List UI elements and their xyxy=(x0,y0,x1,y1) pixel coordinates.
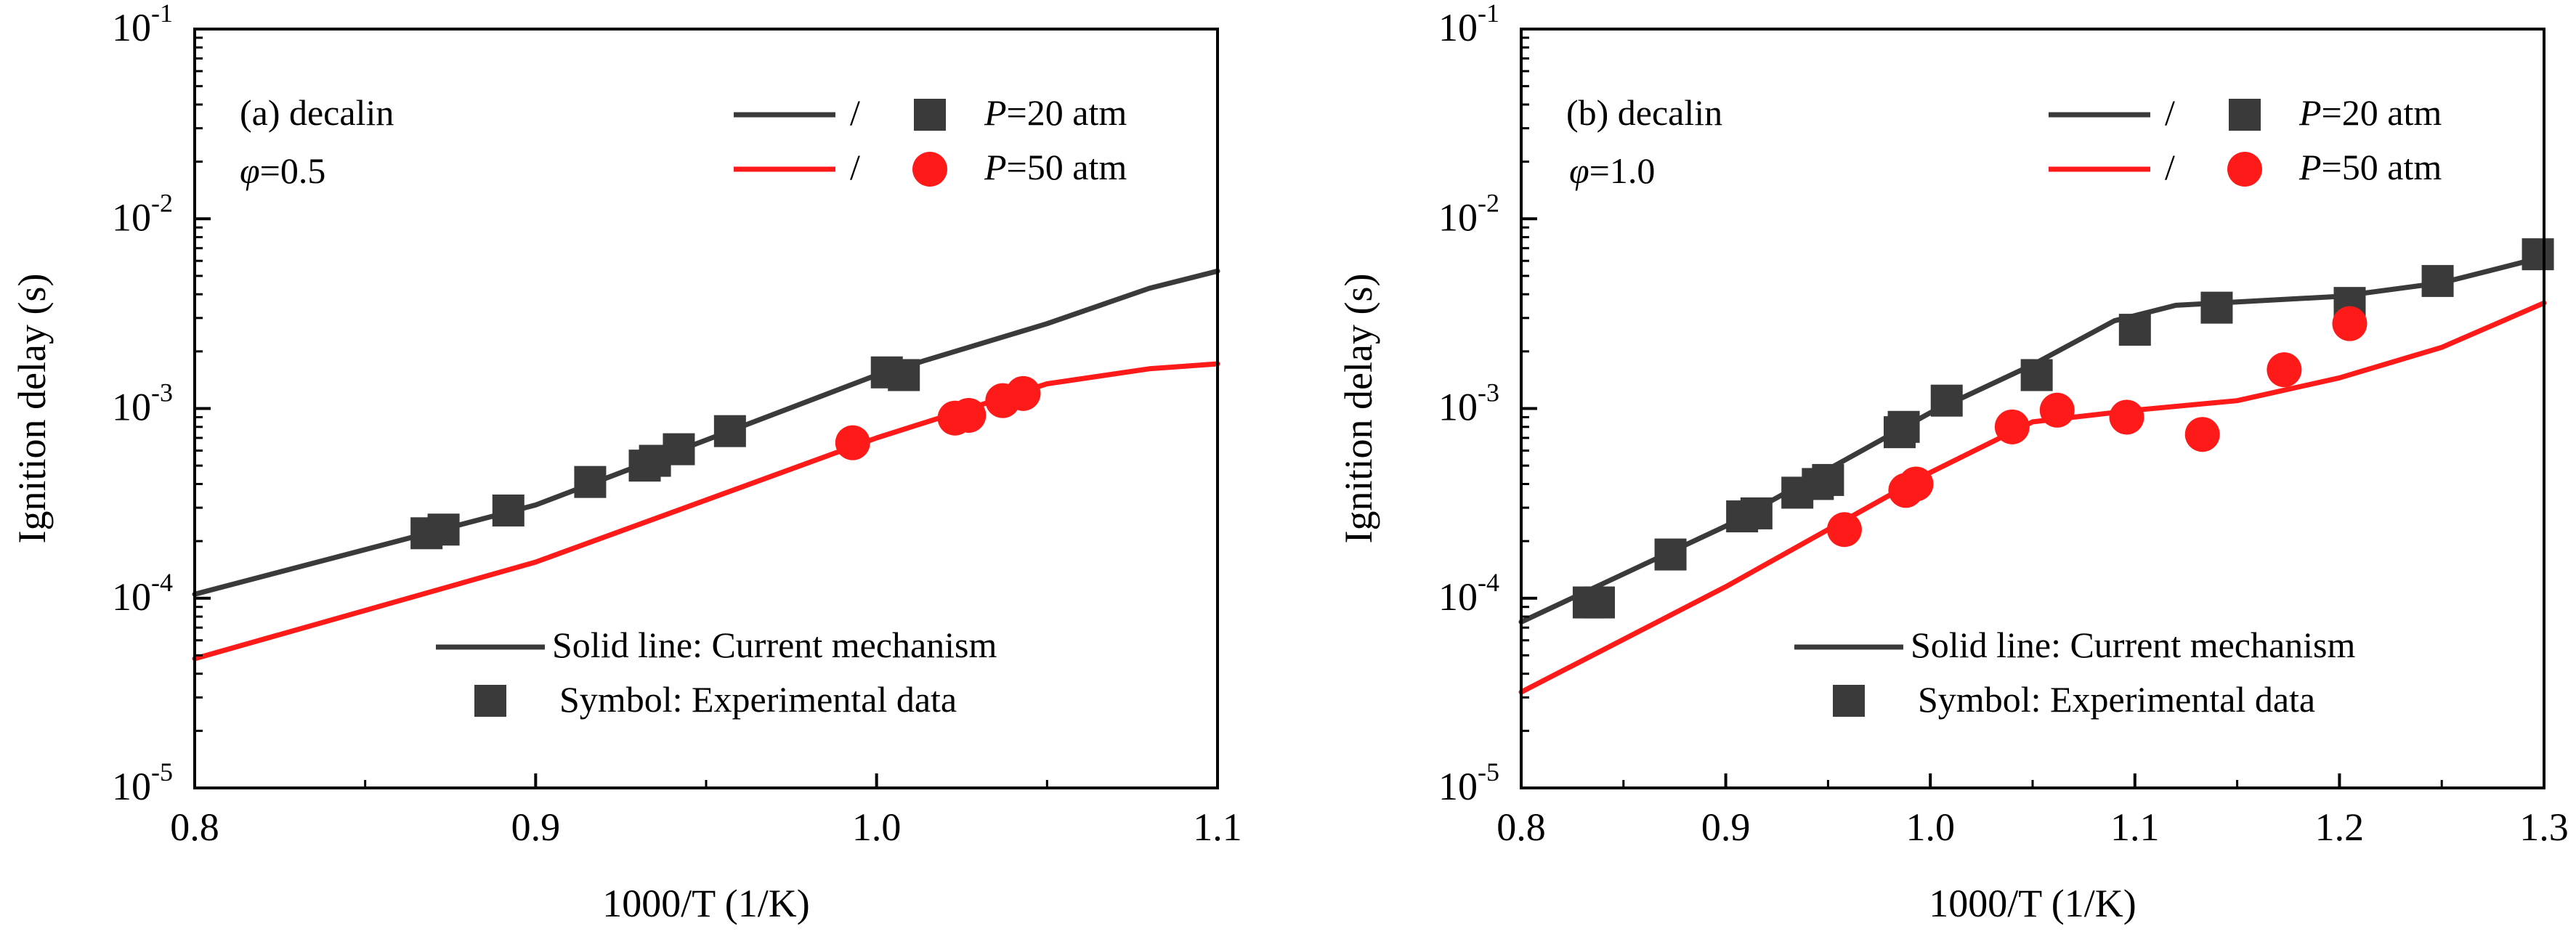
panel-a: 0.8 0.9 1.0 1.1 10-5 10-4 10-3 10-2 10-1 1000/T… xyxy=(10,0,1242,925)
note-solid-line: Solid line: Current mechanism xyxy=(1911,625,2356,665)
equivalence-ratio-label-b: φ=1.0 xyxy=(1569,150,1655,191)
plot-frame-b xyxy=(1520,28,2545,789)
data-point-square-p20atm xyxy=(1812,463,1844,496)
phi-symbol: φ xyxy=(240,150,260,191)
x-axis-a: 0.8 0.9 1.0 1.1 xyxy=(170,773,1242,849)
x-axis-b: 0.8 0.9 1.0 1.1 1.2 1.3 xyxy=(1496,773,2569,849)
plot-frame-a xyxy=(193,28,1219,789)
y-axis-label-b: Ignition delay (s) xyxy=(1337,274,1380,544)
legend-b: / P=20 atm / P=50 atm Solid line: Curren… xyxy=(1794,92,2442,720)
note-solid-line: Solid line: Current mechanism xyxy=(552,625,997,665)
x-tick-label: 1.1 xyxy=(2110,805,2160,849)
phi-symbol: φ xyxy=(1569,150,1589,191)
plot-area-b xyxy=(1518,238,2554,695)
legend-slash: / xyxy=(850,92,860,133)
data-point-square-p20atm xyxy=(1654,538,1687,571)
data-point-square-p20atm xyxy=(2421,264,2454,297)
legend-circle-marker xyxy=(912,152,947,187)
y-tick-label: 10-3 xyxy=(112,378,173,429)
data-point-circle-p50atm xyxy=(2184,417,2220,452)
legend-label-p20: P=20 atm xyxy=(984,92,1127,133)
note-symbol: Symbol: Experimental data xyxy=(559,679,957,720)
y-tick-label: 10-1 xyxy=(112,0,173,49)
data-point-square-p20atm xyxy=(2020,359,2053,391)
x-tick-label: 0.8 xyxy=(170,805,219,849)
data-point-square-p20atm xyxy=(574,466,607,498)
data-point-circle-p50atm xyxy=(835,425,870,460)
data-point-square-p20atm xyxy=(1887,410,1920,443)
plot-area-a xyxy=(192,268,1220,662)
legend-slash: / xyxy=(2165,92,2175,133)
data-point-square-p20atm xyxy=(492,494,524,527)
data-point-square-p20atm xyxy=(663,433,695,466)
data-point-circle-p50atm xyxy=(2109,399,2144,435)
x-tick-label: 0.8 xyxy=(1496,805,1546,849)
y-tick-label: 10-4 xyxy=(1438,568,1499,619)
legend-label-p50: P=50 atm xyxy=(984,147,1127,187)
data-point-square-p20atm xyxy=(2200,291,2233,324)
data-point-circle-p50atm xyxy=(1826,512,1862,548)
legend-label-p50: P=50 atm xyxy=(2298,147,2442,187)
note-symbol-sample xyxy=(474,685,506,717)
phi-value: =0.5 xyxy=(260,150,326,191)
y-tick-label: 10-1 xyxy=(1438,0,1499,49)
x-tick-label: 0.9 xyxy=(1701,805,1751,849)
x-tick-label: 1.1 xyxy=(1193,805,1242,849)
panel-b: 0.8 0.9 1.0 1.1 1.2 1.3 10-510-410-310-210-1 … xyxy=(1337,0,2569,925)
data-point-square-p20atm xyxy=(1740,497,1773,529)
data-point-circle-p50atm xyxy=(951,397,987,433)
series-line-p50atm xyxy=(192,361,1220,662)
legend-slash: / xyxy=(850,147,860,187)
x-axis-label-b: 1000/T (1/K) xyxy=(1929,882,2136,925)
legend-a: / P=20 atm / P=50 atm Solid line: Curren… xyxy=(436,92,1127,720)
data-point-square-p20atm xyxy=(1930,384,1963,417)
panel-label-b: (b) decalin xyxy=(1566,92,1722,133)
phi-value: =1.0 xyxy=(1589,150,1656,191)
y-tick-label: 10-5 xyxy=(1438,757,1499,808)
data-point-square-p20atm xyxy=(713,415,746,447)
data-point-square-p20atm xyxy=(1583,586,1616,619)
note-symbol: Symbol: Experimental data xyxy=(1918,679,2315,720)
data-point-square-p20atm xyxy=(427,513,460,546)
y-tick-label: 10-2 xyxy=(112,188,173,239)
y-tick-label: 10-4 xyxy=(112,568,173,619)
data-point-square-p20atm xyxy=(2118,314,2151,346)
y-tick-label: 10-5 xyxy=(112,757,173,808)
legend-slash: / xyxy=(2165,147,2175,187)
data-point-circle-p50atm xyxy=(2039,392,2075,428)
legend-circle-marker xyxy=(2227,152,2262,187)
x-tick-label: 1.0 xyxy=(852,805,902,849)
y-axis-a: 10-5 10-4 10-3 10-2 10-1 xyxy=(112,0,211,808)
note-symbol-sample xyxy=(1833,685,1865,717)
x-tick-label: 1.2 xyxy=(2315,805,2365,849)
legend-square-marker xyxy=(2229,99,2261,131)
equivalence-ratio-label-a: φ=0.5 xyxy=(240,150,325,191)
data-point-square-p20atm xyxy=(2522,238,2554,271)
data-point-square-p20atm xyxy=(888,359,920,391)
data-point-circle-p50atm xyxy=(1005,375,1041,411)
legend-label-p20: P=20 atm xyxy=(2298,92,2442,133)
data-point-circle-p50atm xyxy=(1994,409,2030,444)
y-axis-b: 10-5 10-4 10-3 10-2 10-1 xyxy=(1438,0,1537,808)
y-axis-label-a: Ignition delay (s) xyxy=(10,274,54,544)
data-point-circle-p50atm xyxy=(2267,352,2302,388)
data-point-circle-p50atm xyxy=(1898,466,1934,502)
y-tick-label: 10-2 xyxy=(1438,188,1499,239)
x-tick-label: 0.9 xyxy=(511,805,561,849)
y-tick-label: 10-3 xyxy=(1438,378,1499,429)
x-tick-label: 1.3 xyxy=(2519,805,2569,849)
data-point-circle-p50atm xyxy=(2332,306,2368,341)
legend-square-marker xyxy=(914,99,946,131)
panel-label-a: (a) decalin xyxy=(240,92,394,133)
x-axis-label-a: 1000/T (1/K) xyxy=(602,882,809,925)
series-line-p20atm xyxy=(192,268,1220,597)
x-tick-label: 1.0 xyxy=(1905,805,1955,849)
